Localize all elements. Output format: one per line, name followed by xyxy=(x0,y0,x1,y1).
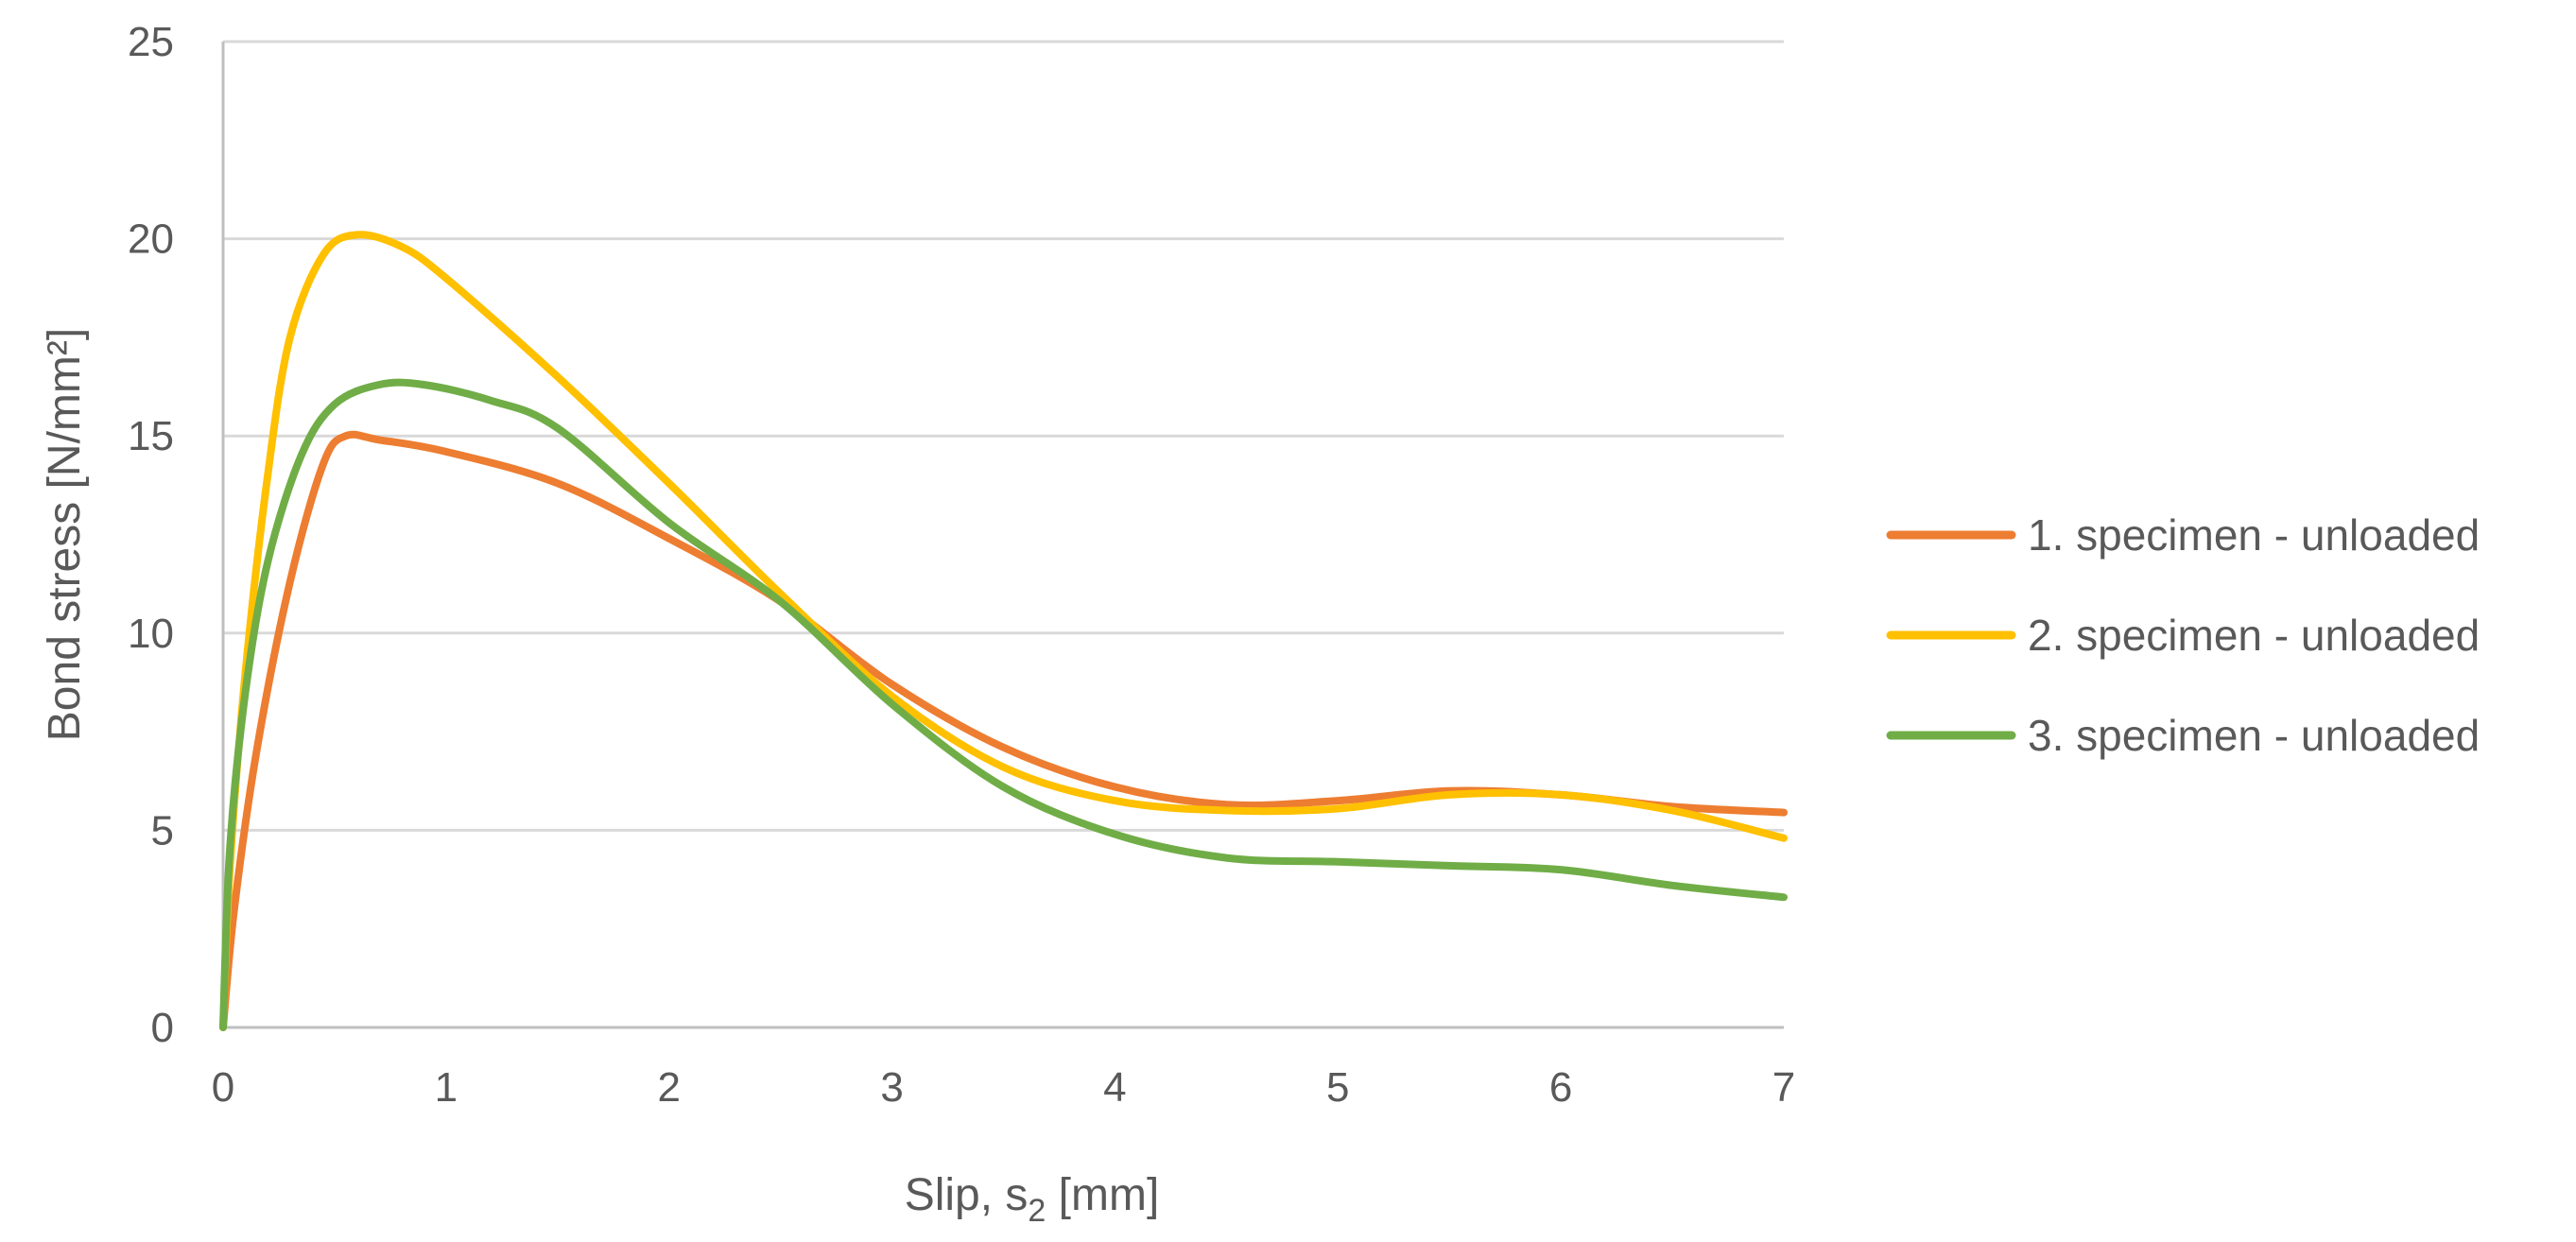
legend-label-2: 2. specimen - unloaded xyxy=(2028,611,2480,660)
x-axis-title-subscript: 2 xyxy=(1028,1193,1046,1229)
x-tick-label: 1 xyxy=(435,1064,458,1111)
series-line-2 xyxy=(219,231,1788,1031)
series-line-1 xyxy=(219,430,1788,1031)
x-axis-title-unit: [mm] xyxy=(1046,1170,1159,1220)
x-tick-label: 6 xyxy=(1549,1064,1572,1111)
legend-label-3: 3. specimen - unloaded xyxy=(2028,711,2480,760)
series-lines xyxy=(219,231,1788,1031)
x-tick-label: 5 xyxy=(1326,1064,1349,1111)
x-axis-title: Slip, s2 [mm] xyxy=(905,1170,1160,1229)
y-tick-label: 15 xyxy=(128,413,174,459)
y-tick-label: 10 xyxy=(128,611,174,657)
y-tick-label: 0 xyxy=(151,1005,174,1051)
y-tick-label: 20 xyxy=(128,216,174,263)
y-axis-title: Bond stress [N/mm²] xyxy=(40,328,90,741)
x-tick-labels: 0 1 2 3 4 5 6 7 xyxy=(212,1064,1795,1111)
gridlines xyxy=(221,40,1784,1027)
y-tick-label: 25 xyxy=(128,19,174,65)
x-tick-label: 7 xyxy=(1772,1064,1795,1111)
x-tick-label: 2 xyxy=(657,1064,680,1111)
legend-label-1: 1. specimen - unloaded xyxy=(2028,510,2480,560)
y-tick-label: 5 xyxy=(151,807,174,854)
legend: 1. specimen - unloaded 2. specimen - unlo… xyxy=(1886,510,2480,760)
y-tick-labels: 0 5 10 15 20 25 xyxy=(128,19,174,1051)
x-tick-label: 3 xyxy=(880,1064,903,1111)
x-axis-title-main: Slip, s xyxy=(905,1170,1029,1220)
x-tick-label: 4 xyxy=(1103,1064,1126,1111)
x-tick-label: 0 xyxy=(212,1064,234,1111)
series-line-3 xyxy=(219,378,1788,1031)
